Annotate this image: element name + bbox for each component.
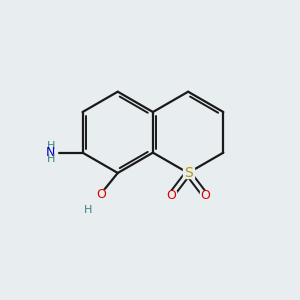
Bar [96, 190, 106, 199]
Bar [166, 191, 176, 200]
Text: H: H [47, 141, 55, 151]
Bar [84, 206, 92, 213]
Text: H: H [83, 205, 92, 214]
Text: O: O [200, 189, 210, 202]
Text: N: N [46, 146, 56, 159]
Bar [200, 191, 210, 200]
Bar [182, 168, 194, 178]
Text: O: O [96, 188, 106, 201]
Text: S: S [184, 166, 193, 180]
Bar [45, 142, 57, 163]
Text: O: O [166, 189, 176, 202]
Text: H: H [47, 154, 55, 164]
